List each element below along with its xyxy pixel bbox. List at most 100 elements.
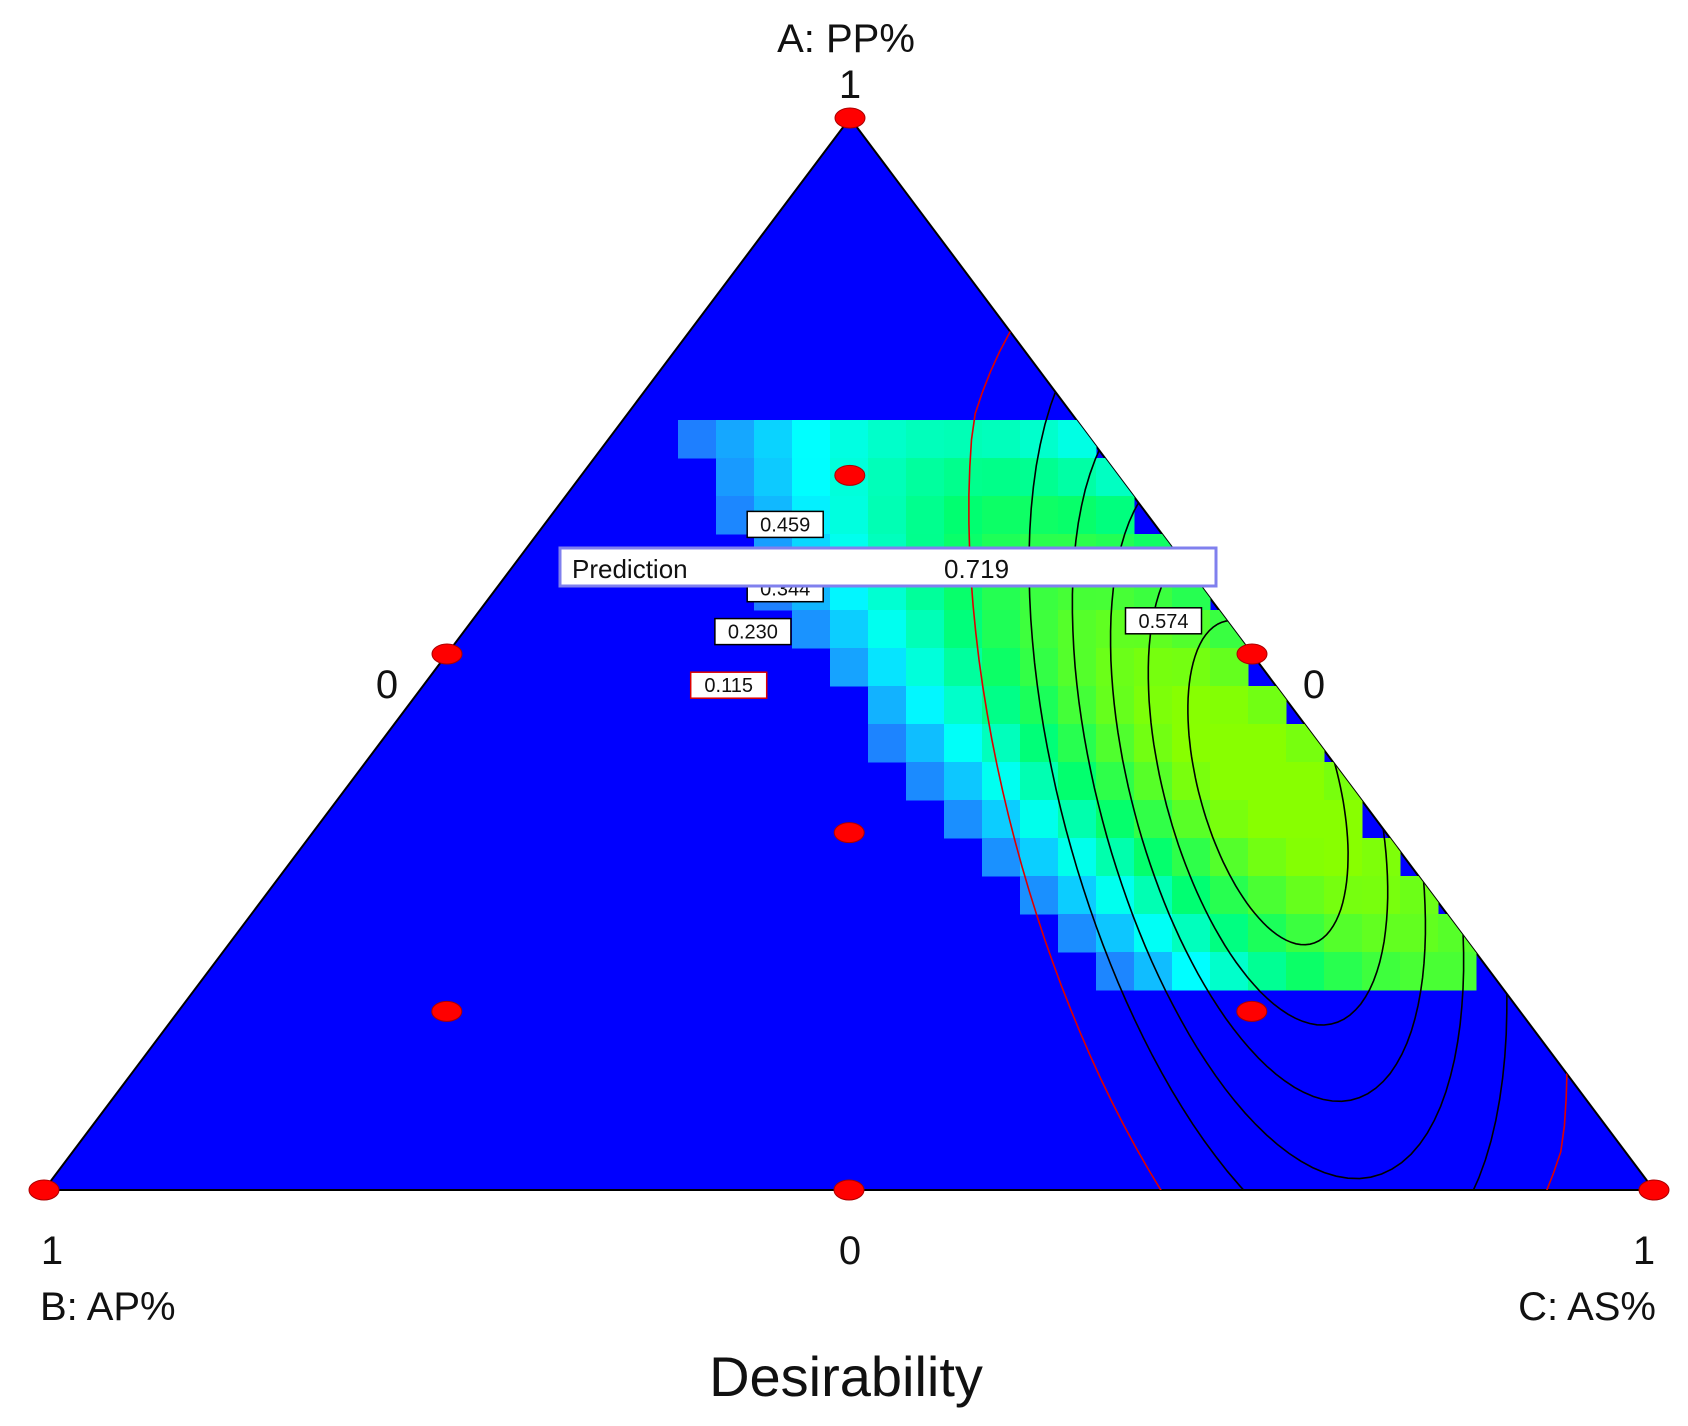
- svg-text:0.459: 0.459: [760, 514, 810, 536]
- surface-cell: [868, 724, 907, 763]
- surface-cell: [982, 496, 1021, 535]
- surface-cell: [868, 458, 907, 497]
- vertex-b-max: 1: [41, 1229, 63, 1273]
- svg-text:0.574: 0.574: [1138, 611, 1188, 633]
- surface-cell: [1096, 648, 1135, 687]
- surface-cell: [1438, 952, 1477, 991]
- surface-cell: [1248, 838, 1287, 877]
- surface-cell: [1286, 914, 1325, 953]
- surface-cell: [792, 420, 831, 459]
- surface-cell: [830, 420, 869, 459]
- surface-cell: [754, 458, 793, 497]
- surface-cell: [1286, 724, 1325, 763]
- surface-cell: [1020, 648, 1059, 687]
- surface-cell: [982, 724, 1021, 763]
- surface-cell: [1172, 648, 1211, 687]
- surface-cell: [1324, 876, 1363, 915]
- surface-cell: [1210, 876, 1249, 915]
- edge-left-zero: 0: [376, 663, 398, 707]
- svg-text:0.230: 0.230: [728, 622, 778, 644]
- surface-cell: [944, 420, 983, 459]
- design-point: [1236, 643, 1268, 665]
- surface-cell: [906, 724, 945, 763]
- surface-cell: [792, 610, 831, 649]
- surface-cell: [868, 686, 907, 725]
- surface-cell: [754, 420, 793, 459]
- surface-cell: [1058, 800, 1097, 839]
- surface-cell: [1020, 686, 1059, 725]
- surface-cell: [982, 610, 1021, 649]
- surface-cell: [944, 458, 983, 497]
- design-point: [431, 643, 463, 665]
- surface-cell: [944, 648, 983, 687]
- surface-cell: [1096, 724, 1135, 763]
- surface-cell: [1020, 496, 1059, 535]
- vertex-c-name: C: AS%: [1518, 1285, 1656, 1329]
- surface-cell: [1438, 914, 1477, 953]
- surface-cell: [1134, 648, 1173, 687]
- surface-cell: [982, 458, 1021, 497]
- surface-cell: [1400, 876, 1439, 915]
- surface-cell: [1324, 838, 1363, 877]
- surface-cell: [1324, 952, 1363, 991]
- surface-cell: [1286, 838, 1325, 877]
- contour-label: 0.115: [689, 671, 768, 699]
- surface-cell: [1172, 686, 1211, 725]
- surface-cell: [906, 496, 945, 535]
- vertex-c-max: 1: [1633, 1229, 1655, 1273]
- surface-cell: [982, 838, 1021, 877]
- surface-cell: [906, 420, 945, 459]
- contour-label: 0.574: [1124, 607, 1203, 635]
- surface-cell: [1058, 724, 1097, 763]
- surface-cell: [1134, 952, 1173, 991]
- surface-cell: [1210, 610, 1249, 649]
- surface-cell: [1324, 762, 1363, 801]
- surface-cell: [1020, 762, 1059, 801]
- surface-cell: [1134, 686, 1173, 725]
- surface-cell: [1210, 800, 1249, 839]
- prediction-label: Prediction: [572, 554, 688, 584]
- surface-cell: [868, 496, 907, 535]
- surface-cell: [868, 648, 907, 687]
- surface-cell: [1248, 724, 1287, 763]
- edge-bottom-zero: 0: [839, 1229, 861, 1273]
- surface-cell: [1286, 800, 1325, 839]
- surface-cell: [1020, 724, 1059, 763]
- surface-cell: [1400, 914, 1439, 953]
- surface-cell: [1020, 838, 1059, 877]
- prediction-value: 0.719: [944, 554, 1009, 584]
- design-point: [1638, 1179, 1670, 1201]
- vertex-a-max: 1: [839, 63, 861, 107]
- surface-cell: [1210, 724, 1249, 763]
- surface-cell: [1020, 458, 1059, 497]
- surface-cell: [1096, 838, 1135, 877]
- surface-cell: [868, 610, 907, 649]
- surface-cell: [1058, 420, 1097, 459]
- surface-cell: [944, 686, 983, 725]
- surface-cell: [1324, 914, 1363, 953]
- surface-cell: [1096, 876, 1135, 915]
- prediction-tooltip: Prediction 0.719: [558, 546, 1218, 588]
- surface-cell: [1134, 838, 1173, 877]
- surface-cell: [944, 496, 983, 535]
- surface-cell: [1172, 800, 1211, 839]
- surface-cell: [944, 762, 983, 801]
- surface-cell: [716, 420, 755, 459]
- surface-cell: [906, 648, 945, 687]
- design-point: [1236, 1000, 1268, 1022]
- surface-cell: [1248, 800, 1287, 839]
- surface-cell: [1096, 952, 1135, 991]
- surface-cell: [944, 800, 983, 839]
- surface-cell: [1286, 952, 1325, 991]
- surface-cell: [1172, 762, 1211, 801]
- svg-text:0.115: 0.115: [704, 675, 753, 697]
- surface-cell: [1210, 914, 1249, 953]
- surface-cell: [982, 800, 1021, 839]
- chart-title: Desirability: [709, 1345, 983, 1408]
- surface-cell: [1248, 762, 1287, 801]
- surface-cell: [792, 458, 831, 497]
- surface-cell: [944, 724, 983, 763]
- surface-cell: [906, 762, 945, 801]
- design-point: [833, 1179, 865, 1201]
- surface-cell: [1248, 876, 1287, 915]
